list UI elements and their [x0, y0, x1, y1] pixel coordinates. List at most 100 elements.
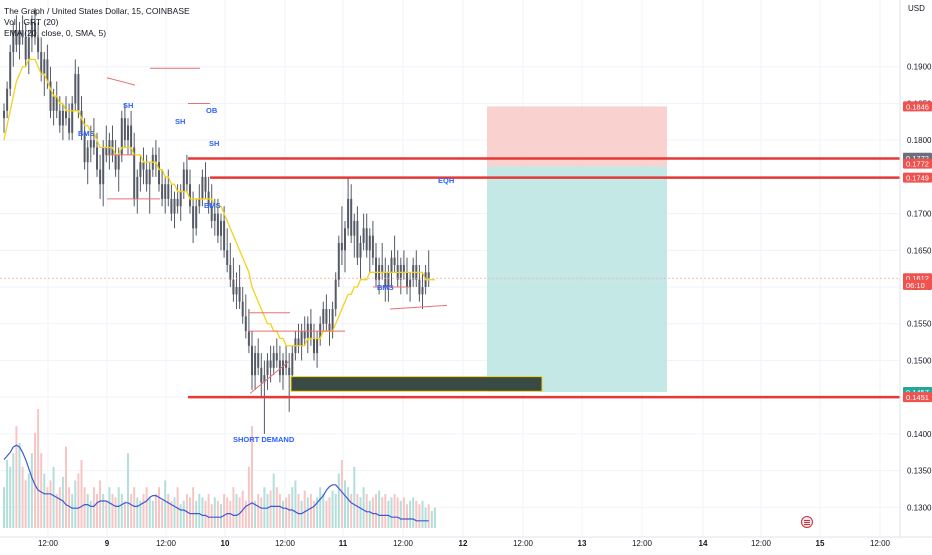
candle-body — [334, 279, 337, 310]
chart-annotation: SH — [175, 117, 185, 126]
candle-body — [3, 110, 5, 119]
candle-body — [232, 279, 235, 295]
candle-body — [6, 88, 9, 111]
candle-body — [68, 118, 71, 133]
volume-bar — [201, 497, 204, 528]
candle-body — [158, 162, 160, 185]
candle-body — [371, 235, 374, 258]
candle-body — [173, 198, 176, 214]
volume-bar — [179, 504, 182, 528]
volume-bar — [27, 473, 30, 528]
candle-body — [356, 220, 359, 258]
candle-body — [37, 37, 40, 53]
volume-bar — [344, 480, 346, 528]
candle-body — [381, 265, 384, 273]
volume-bar — [96, 494, 98, 528]
volume-bar — [378, 490, 381, 528]
candle-body — [114, 154, 117, 170]
candle-body — [275, 353, 278, 361]
volume-bar — [154, 494, 157, 528]
ema-indicator-label[interactable]: EMA (20, close, 0, SMA, 5) — [4, 28, 107, 38]
us-flag-icon[interactable] — [801, 516, 813, 528]
candle-body — [58, 110, 61, 126]
volume-bar — [213, 497, 216, 528]
candle-body — [154, 154, 157, 163]
candle-body — [120, 118, 123, 155]
candle-body — [9, 52, 12, 89]
demand-box — [290, 376, 543, 392]
volume-bar — [102, 494, 105, 528]
volume-bar — [322, 494, 325, 528]
candle-body — [139, 162, 142, 177]
candle-body — [86, 147, 89, 163]
volume-bar — [291, 487, 294, 528]
candle-body — [278, 360, 281, 376]
x-tick-label: 10 — [221, 539, 230, 548]
price-tag — [903, 279, 932, 290]
volume-bar — [30, 453, 33, 528]
candle-body — [161, 184, 164, 199]
candle-body — [365, 228, 368, 251]
candle-body — [393, 257, 396, 265]
volume-bar — [319, 487, 322, 528]
x-tick-label: 12:00 — [632, 539, 653, 548]
candle-body — [43, 59, 46, 75]
y-tick-label: 0.1700 — [907, 210, 932, 219]
candle-body — [216, 213, 219, 236]
volume-bar — [229, 500, 232, 528]
volume-bar — [297, 494, 300, 528]
volume-bar — [198, 494, 201, 528]
currency-label: USD — [908, 4, 925, 13]
volume-bar — [52, 466, 55, 528]
drawing-line — [249, 360, 291, 394]
candle-body — [263, 375, 266, 383]
price-tag — [903, 101, 932, 112]
candle-body — [226, 250, 229, 265]
price-tag-label: 0.1772 — [906, 154, 929, 163]
volume-bar — [114, 497, 117, 528]
volume-bar — [384, 494, 387, 528]
candle-body — [170, 198, 173, 214]
volume-bar — [68, 487, 71, 528]
volume-bar — [151, 500, 154, 528]
chart-annotation: EQH — [438, 176, 454, 185]
volume-bar — [58, 487, 61, 528]
candle-body — [49, 81, 52, 111]
price-tag-label: 0.1612 — [906, 274, 929, 283]
candle-body — [185, 169, 188, 185]
volume-bar — [216, 500, 219, 528]
volume-bar — [254, 500, 257, 528]
candle-body — [375, 257, 377, 280]
volume-bar — [371, 497, 374, 528]
candle-body — [331, 309, 334, 332]
candle-body — [176, 198, 179, 207]
candle-body — [300, 331, 303, 346]
candle-body — [229, 265, 232, 280]
chart-annotation: SHORT DEMAND — [233, 435, 295, 444]
volume-bar — [282, 500, 284, 528]
volume-bar — [123, 500, 126, 528]
candle-body — [96, 147, 98, 170]
price-tag-label: 0.1749 — [906, 174, 929, 183]
candle-body — [65, 110, 67, 119]
volume-bar — [136, 497, 139, 528]
candle-body — [368, 235, 371, 251]
price-tag — [903, 158, 932, 169]
volume-bar — [61, 477, 64, 528]
drawing-line — [106, 77, 136, 86]
volume-bar — [316, 497, 319, 528]
volume-bar — [260, 497, 263, 528]
chart-annotation: BMS — [204, 201, 221, 210]
volume-bar — [430, 511, 433, 528]
volume-indicator-label[interactable]: Vol · GRT (20) — [4, 17, 59, 27]
volume-ma-line — [3, 444, 429, 522]
volume-bar — [418, 504, 421, 528]
volume-bar — [328, 497, 331, 528]
y-tick-label: 0.1350 — [907, 467, 932, 476]
candle-body — [390, 257, 393, 273]
x-tick-label: 12 — [459, 539, 468, 548]
candle-body — [288, 367, 291, 376]
candle-body — [325, 309, 328, 324]
